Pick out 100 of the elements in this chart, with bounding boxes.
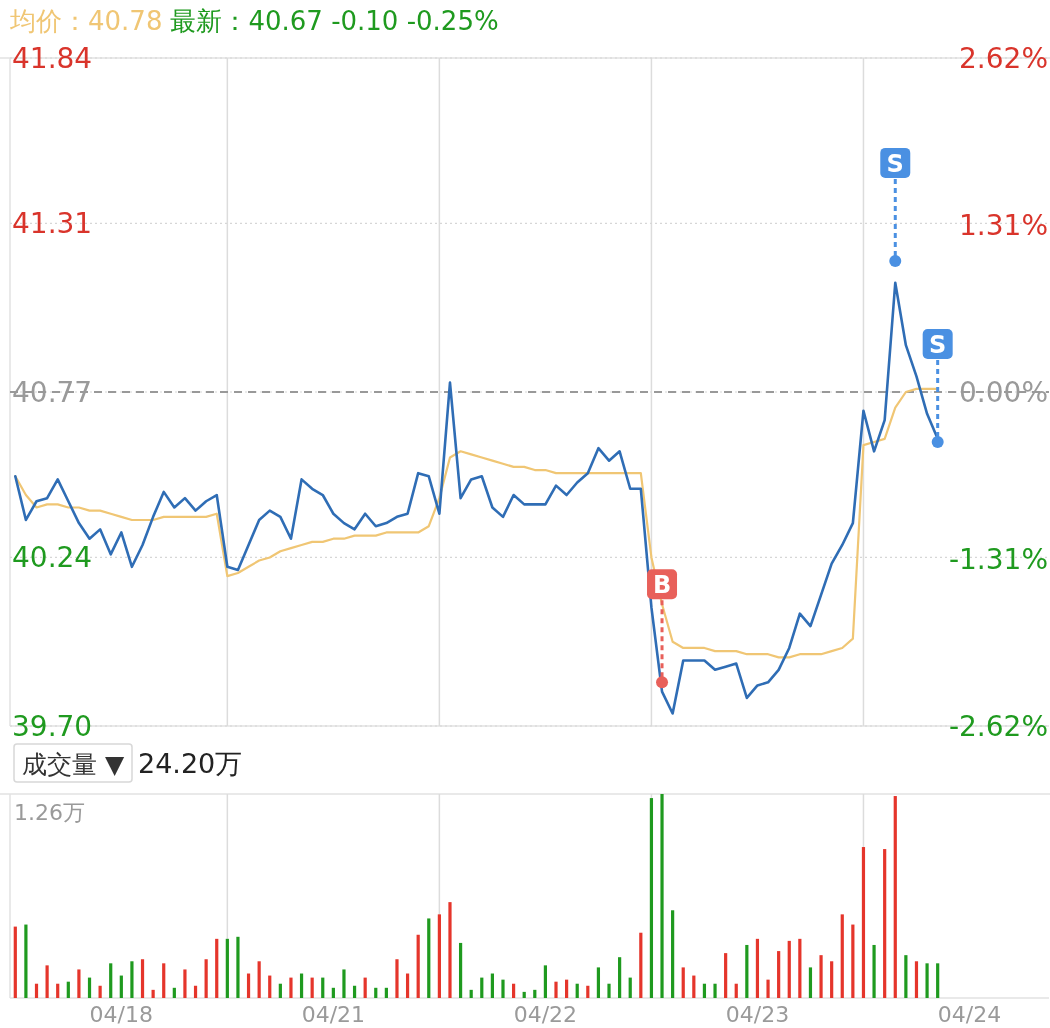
bar (872, 944, 876, 998)
bar (734, 983, 738, 998)
bar (883, 849, 887, 998)
bar (777, 951, 781, 998)
bar (352, 985, 357, 998)
bar (745, 944, 749, 998)
text: 24.20万 (138, 748, 243, 779)
bar (914, 961, 919, 998)
y2-tick-label: -1.31% (948, 543, 1048, 576)
bar (755, 938, 760, 998)
x-tick-label: 04/22 (513, 1002, 578, 1027)
bar (543, 965, 547, 998)
bar (639, 932, 643, 998)
bar (183, 969, 187, 998)
y2-tick-label: 1.31% (959, 209, 1048, 242)
bar (554, 981, 558, 998)
bar (109, 963, 113, 998)
bar (798, 938, 802, 998)
bar (787, 940, 791, 998)
annotation: 1.26万 (14, 800, 85, 825)
x-tick-label: 04/21 (301, 1002, 366, 1027)
y-tick-label: 39.70 (12, 710, 93, 743)
bar (575, 983, 579, 998)
bar (469, 989, 473, 998)
bar (416, 934, 420, 998)
chart-title: 均价：40.78 (9, 6, 163, 36)
bar (98, 985, 102, 998)
bar (925, 963, 929, 998)
bar (713, 983, 717, 998)
bar (172, 987, 176, 998)
bar (24, 924, 28, 998)
bar (501, 979, 505, 998)
bar (512, 983, 516, 998)
point (889, 254, 902, 267)
bar (596, 967, 601, 998)
y2-tick-label: -2.62% (948, 710, 1048, 743)
point (931, 435, 944, 448)
bar (374, 987, 378, 998)
bar (363, 977, 367, 998)
bar (840, 914, 844, 998)
bar (13, 926, 17, 998)
data-label: B (652, 571, 672, 600)
y-tick-label: 41.31 (12, 207, 93, 241)
bar (437, 914, 441, 998)
bar (480, 977, 484, 998)
bar (448, 902, 452, 998)
chart-subtitle: 最新：40.67 -0.10 -0.25% (170, 6, 499, 36)
point (656, 676, 669, 689)
bar (162, 963, 166, 998)
bar (628, 977, 632, 998)
bar (140, 959, 145, 998)
bar (77, 969, 81, 998)
data-label: S (886, 149, 904, 178)
bar (331, 987, 335, 998)
bar (565, 979, 569, 998)
bar (681, 967, 685, 998)
bar (204, 959, 208, 998)
bar (321, 977, 325, 998)
bar (522, 991, 526, 998)
bar (490, 973, 494, 998)
bar (236, 936, 240, 998)
y-tick-label: 40.24 (12, 541, 93, 575)
bar (215, 938, 219, 998)
bar (87, 977, 92, 998)
bar (268, 975, 272, 998)
bar (151, 989, 155, 998)
bar (405, 973, 410, 998)
bar (861, 847, 866, 998)
bar (586, 985, 590, 998)
bar (342, 969, 346, 998)
bar (384, 987, 388, 998)
bar (427, 918, 431, 998)
bar (904, 955, 908, 998)
y-tick-label: 41.84 (12, 42, 93, 75)
bar (830, 961, 834, 998)
bar (34, 983, 39, 998)
bar (119, 975, 123, 998)
text: 成交量 ▼ (22, 750, 125, 779)
bar (278, 983, 282, 998)
bar (533, 989, 537, 998)
bar (851, 924, 855, 998)
bar (225, 938, 229, 998)
bar (130, 961, 134, 998)
bar (458, 942, 463, 998)
bar (649, 798, 654, 998)
bar (395, 959, 399, 998)
bar (299, 973, 304, 998)
bar (45, 965, 49, 998)
bar (936, 963, 940, 998)
bar (257, 961, 261, 998)
x-tick-label: 04/24 (937, 1002, 1002, 1027)
bar (246, 973, 251, 998)
bar (618, 957, 622, 998)
bar (702, 983, 707, 998)
bar (193, 985, 198, 998)
bar (660, 794, 664, 998)
y2-tick-label: 0.00% (959, 376, 1048, 409)
bar (671, 910, 675, 998)
bar (724, 953, 728, 998)
x-tick-label: 04/23 (725, 1002, 790, 1027)
